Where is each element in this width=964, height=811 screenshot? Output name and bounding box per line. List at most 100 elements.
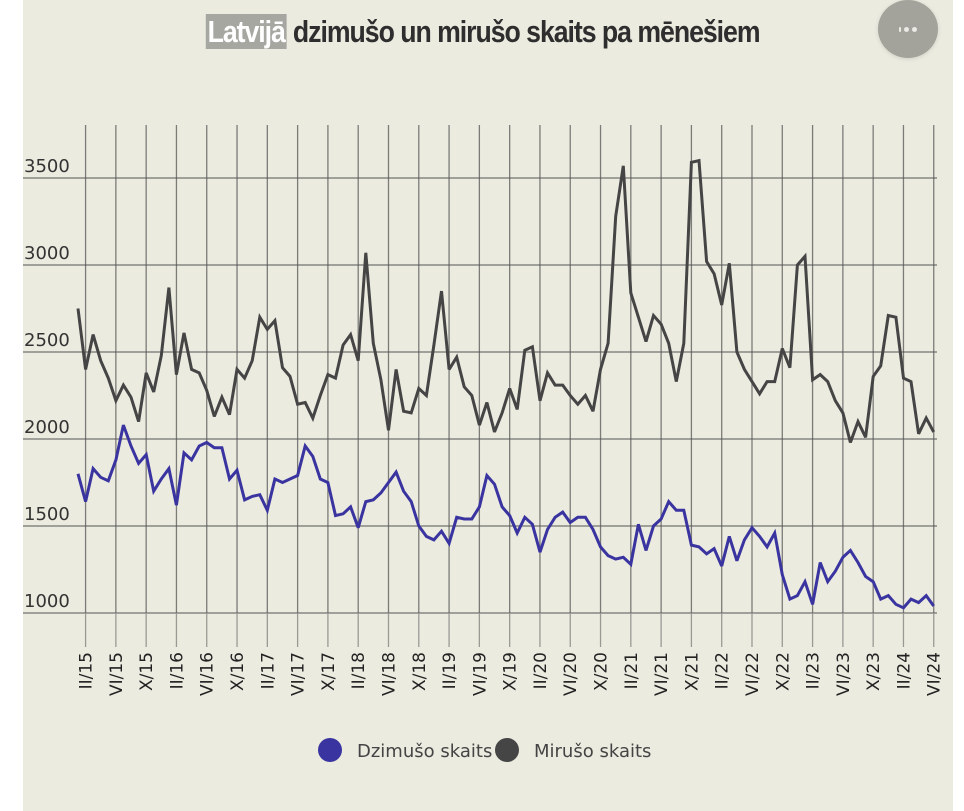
- data-point: [591, 528, 594, 531]
- data-point: [220, 446, 223, 449]
- data-point: [523, 349, 526, 352]
- x-tick-label: II/24: [894, 652, 914, 689]
- series-lines: [76, 158, 936, 610]
- data-point: [584, 516, 587, 519]
- data-point: [167, 286, 170, 289]
- data-point: [372, 342, 375, 345]
- data-point: [910, 380, 913, 383]
- legend-item-births[interactable]: Dzimušo skaits: [318, 738, 492, 762]
- data-point: [728, 535, 731, 538]
- data-point: [690, 161, 693, 164]
- data-point: [205, 441, 208, 444]
- data-point: [652, 525, 655, 528]
- data-point: [788, 598, 791, 601]
- menu-button[interactable]: [878, 0, 938, 58]
- data-point: [175, 373, 178, 376]
- data-point: [493, 483, 496, 486]
- x-tick-label: X/18: [410, 652, 430, 691]
- data-point: [220, 396, 223, 399]
- data-point: [546, 371, 549, 374]
- data-point: [902, 377, 905, 380]
- data-point: [198, 444, 201, 447]
- data-point: [379, 378, 382, 381]
- data-point: [311, 417, 314, 420]
- data-point: [637, 316, 640, 319]
- data-point: [523, 516, 526, 519]
- data-point: [463, 518, 466, 521]
- data-point: [607, 342, 610, 345]
- data-point: [902, 606, 905, 609]
- data-point: [84, 368, 87, 371]
- data-point: [326, 373, 329, 376]
- y-tick-label: 2500: [24, 330, 70, 351]
- data-point: [379, 491, 382, 494]
- data-point: [849, 441, 852, 444]
- data-point: [319, 394, 322, 397]
- data-point: [213, 446, 216, 449]
- data-point: [410, 411, 413, 414]
- data-point: [531, 523, 534, 526]
- data-point: [130, 444, 133, 447]
- data-point: [879, 364, 882, 367]
- x-tick-label: X/17: [319, 652, 339, 691]
- data-point: [720, 304, 723, 307]
- data-point: [629, 563, 632, 566]
- data-point: [114, 399, 117, 402]
- data-point: [743, 368, 746, 371]
- data-point: [281, 366, 284, 369]
- data-point: [879, 598, 882, 601]
- data-point: [887, 594, 890, 597]
- data-point: [644, 549, 647, 552]
- data-point: [243, 377, 246, 380]
- data-point: [107, 377, 110, 380]
- data-point: [614, 215, 617, 218]
- x-tick-label: II/21: [622, 652, 642, 689]
- legend-label-deaths: Mirušo skaits: [534, 741, 651, 762]
- chart-title: Latvijā dzimušo un mirušo skaits pa mēne…: [68, 14, 897, 50]
- data-point: [607, 554, 610, 557]
- data-point: [167, 467, 170, 470]
- data-point: [478, 505, 481, 508]
- data-point: [357, 359, 360, 362]
- data-point: [99, 476, 102, 479]
- data-point: [342, 344, 345, 347]
- data-point: [872, 580, 875, 583]
- x-tick-label: VI/15: [107, 652, 127, 696]
- data-point: [804, 255, 807, 258]
- data-point: [470, 394, 473, 397]
- data-point: [599, 545, 602, 548]
- data-point: [932, 605, 935, 608]
- x-tick-label: II/18: [349, 652, 369, 689]
- data-point: [796, 264, 799, 267]
- data-point: [811, 378, 814, 381]
- data-point: [660, 518, 663, 521]
- data-point: [750, 526, 753, 529]
- data-point: [675, 509, 678, 512]
- legend-item-deaths[interactable]: Mirušo skaits: [495, 738, 651, 762]
- x-tick-label: X/22: [773, 652, 793, 691]
- data-point: [750, 380, 753, 383]
- data-point: [342, 512, 345, 515]
- data-point: [395, 471, 398, 474]
- data-point: [864, 575, 867, 578]
- births-line: [76, 424, 935, 610]
- data-point: [584, 394, 587, 397]
- data-point: [228, 413, 231, 416]
- data-point: [637, 523, 640, 526]
- data-point: [410, 500, 413, 503]
- data-point: [334, 514, 337, 517]
- data-point: [311, 455, 314, 458]
- data-point: [894, 603, 897, 606]
- x-tick-label: VI/20: [561, 652, 581, 696]
- data-point: [932, 431, 935, 434]
- data-point: [228, 478, 231, 481]
- data-point: [84, 500, 87, 503]
- data-point: [266, 328, 269, 331]
- data-point: [614, 558, 617, 561]
- data-point: [432, 344, 435, 347]
- data-point: [122, 424, 125, 427]
- data-point: [743, 538, 746, 541]
- data-point: [501, 505, 504, 508]
- x-tick-label: VI/24: [925, 652, 945, 696]
- data-point: [508, 387, 511, 390]
